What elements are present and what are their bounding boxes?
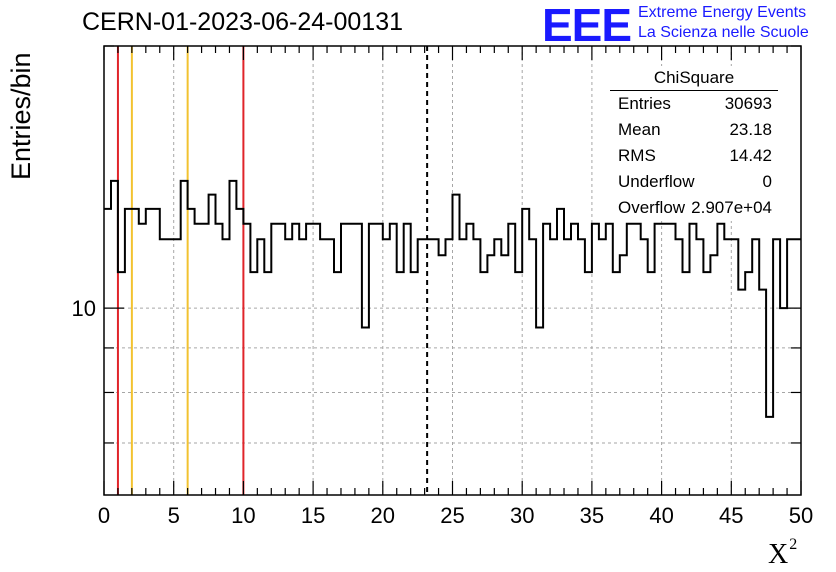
- x-tick-label: 5: [168, 503, 180, 528]
- stats-row-entries: Entries 30693: [610, 91, 778, 117]
- y-tick-label: 10: [72, 296, 96, 321]
- x-tick-labels: 0 5 10 15 20 25 30 35 40 45 50: [98, 503, 813, 528]
- stats-box: ChiSquare Entries 30693 Mean 23.18 RMS 1…: [610, 66, 778, 221]
- x-tick-label: 10: [231, 503, 255, 528]
- histogram-line: [104, 179, 801, 418]
- x-tick-label: 30: [510, 503, 534, 528]
- eee-logo: EEE Extreme Energy Events La Scienza nel…: [542, 0, 832, 51]
- x-axis-label-superscript: 2: [789, 536, 798, 553]
- logo-line-1: Extreme Energy Events: [638, 4, 807, 21]
- y-tick-labels: 10: [72, 296, 96, 321]
- x-tick-label: 15: [301, 503, 325, 528]
- reference-lines: [116, 46, 429, 495]
- x-axis-label-main: X: [768, 539, 789, 570]
- x-tick-label: 25: [440, 503, 464, 528]
- stats-value: 30693: [724, 94, 772, 113]
- x-tick-label: 0: [98, 503, 110, 528]
- stats-key: RMS: [618, 146, 656, 165]
- stats-key: Overflow: [618, 198, 686, 217]
- chart-title: CERN-01-2023-06-24-00131: [82, 8, 404, 36]
- x-tick-label: 20: [371, 503, 395, 528]
- stats-title: ChiSquare: [610, 66, 778, 91]
- logo-mark: EEE: [542, 0, 632, 51]
- stats-value: 2.907e+04: [691, 198, 772, 217]
- x-tick-label: 45: [719, 503, 743, 528]
- stats-key: Mean: [618, 120, 661, 139]
- stats-value: 23.18: [729, 120, 772, 139]
- x-axis-label: X2: [768, 536, 797, 571]
- x-tick-label: 50: [789, 503, 813, 528]
- stats-key: Underflow: [618, 172, 695, 191]
- x-tick-label: 35: [580, 503, 604, 528]
- axis-ticks: [103, 45, 802, 495]
- stats-row-underflow: Underflow 0: [610, 169, 778, 195]
- stats-row-overflow: Overflow 2.907e+04: [610, 195, 778, 221]
- stats-row-rms: RMS 14.42: [610, 143, 778, 169]
- logo-line-2: La Scienza nelle Scuole: [638, 24, 809, 41]
- histogram-series: [104, 179, 801, 418]
- stats-key: Entries: [618, 94, 671, 113]
- y-axis-label: Entries/bin: [6, 52, 36, 180]
- stats-value: 0: [762, 172, 772, 191]
- stats-value: 14.42: [729, 146, 772, 165]
- stats-row-mean: Mean 23.18: [610, 117, 778, 143]
- x-tick-label: 40: [649, 503, 673, 528]
